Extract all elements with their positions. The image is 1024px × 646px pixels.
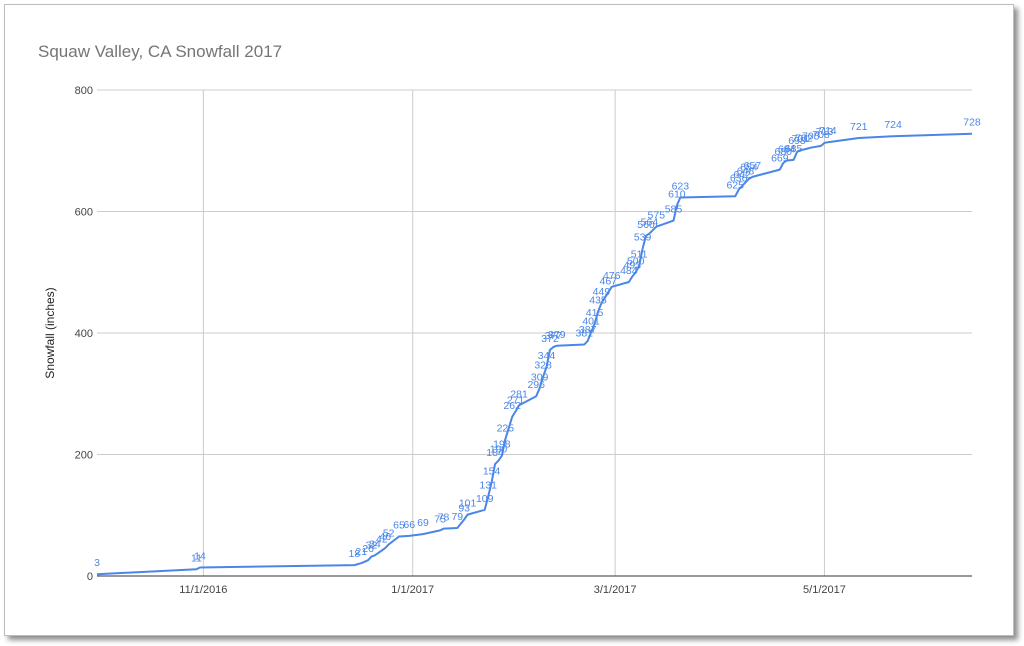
data-label: 415 bbox=[586, 307, 604, 319]
data-label: 225 bbox=[497, 422, 515, 434]
y-tick-label: 600 bbox=[75, 207, 93, 219]
data-label: 401 bbox=[582, 315, 600, 327]
data-label: 648 bbox=[737, 165, 755, 177]
data-label: 65 bbox=[393, 520, 405, 532]
data-label: 32 bbox=[366, 540, 378, 552]
data-label: 14 bbox=[194, 550, 206, 562]
x-tick-label: 1/1/2017 bbox=[391, 584, 434, 596]
data-label: 344 bbox=[538, 350, 556, 362]
gridlines bbox=[97, 89, 972, 576]
data-label: 387 bbox=[579, 324, 597, 336]
data-label: 728 bbox=[963, 117, 981, 129]
data-label: 721 bbox=[850, 121, 868, 133]
y-tick-label: 400 bbox=[75, 328, 93, 340]
data-label: 78 bbox=[438, 512, 450, 524]
data-label: 539 bbox=[634, 232, 652, 244]
data-label: 493 bbox=[624, 260, 642, 272]
data-label: 669 bbox=[771, 153, 789, 165]
data-label: 684 bbox=[778, 143, 796, 155]
data-label: 18 bbox=[349, 548, 361, 560]
data-label: 585 bbox=[665, 204, 683, 216]
data-label: 281 bbox=[510, 388, 528, 400]
data-label: 642 bbox=[733, 169, 751, 181]
data-label: 713 bbox=[816, 126, 834, 138]
data-label: 702 bbox=[795, 133, 813, 145]
data-label: 3 bbox=[94, 557, 100, 569]
data-label: 654 bbox=[740, 162, 758, 174]
data-label: 131 bbox=[479, 479, 497, 491]
data-label: 309 bbox=[531, 371, 549, 383]
data-label: 467 bbox=[600, 275, 618, 287]
data-label: 93 bbox=[458, 503, 470, 515]
data-label: 184 bbox=[486, 447, 504, 459]
data-label: 101 bbox=[459, 498, 477, 510]
data-label: 34 bbox=[369, 538, 381, 550]
y-tick-label: 200 bbox=[75, 450, 93, 462]
data-label: 377 bbox=[545, 330, 563, 342]
data-label: 296 bbox=[527, 379, 545, 391]
x-tick-label: 11/1/2016 bbox=[179, 584, 227, 596]
data-label: 564 bbox=[641, 216, 659, 228]
data-label: 11 bbox=[191, 552, 202, 564]
data-label: 66 bbox=[403, 519, 415, 531]
data-label: 372 bbox=[541, 333, 559, 345]
data-label: 708 bbox=[812, 129, 830, 141]
data-label: 636 bbox=[730, 173, 748, 185]
data-label: 198 bbox=[493, 439, 511, 451]
data-label: 484 bbox=[620, 265, 638, 277]
series-layer bbox=[96, 132, 973, 576]
data-label: 625 bbox=[726, 179, 744, 191]
data-label: 610 bbox=[668, 188, 686, 200]
data-label: 575 bbox=[648, 210, 666, 222]
data-label: 154 bbox=[483, 465, 501, 477]
data-label: 560 bbox=[637, 219, 655, 231]
y-axis-label: Snowfall (inches) bbox=[43, 287, 57, 378]
data-label: 42 bbox=[376, 533, 388, 545]
series-line bbox=[96, 132, 973, 576]
data-label: 449 bbox=[593, 286, 611, 298]
data-label: 701 bbox=[792, 133, 810, 145]
data-label: 109 bbox=[476, 493, 494, 505]
data-label: 511 bbox=[631, 249, 648, 261]
data-label: 698 bbox=[788, 135, 806, 147]
data-label: 724 bbox=[884, 119, 902, 131]
data-label: 75 bbox=[434, 513, 446, 525]
data-label: 685 bbox=[785, 143, 803, 155]
data-label: 657 bbox=[744, 160, 762, 172]
data-label: 500 bbox=[627, 255, 645, 267]
axes: 0 200 400 600 800 11/1/2016 1/1/2017 3/1/2017 5/… bbox=[75, 85, 972, 596]
chart-title: Squaw Valley, CA Snowfall 2017 bbox=[38, 42, 283, 61]
data-label: 262 bbox=[503, 400, 521, 412]
x-tick-label: 3/1/2017 bbox=[594, 584, 637, 596]
data-label: 705 bbox=[802, 131, 820, 143]
data-label: 69 bbox=[417, 517, 429, 529]
data-label: 680 bbox=[775, 146, 793, 158]
data-label: 623 bbox=[672, 181, 690, 193]
data-label: 52 bbox=[383, 527, 395, 539]
data-label: 26 bbox=[362, 543, 374, 555]
x-tick-label: 5/1/2017 bbox=[803, 584, 846, 596]
data-label: 79 bbox=[451, 511, 463, 523]
data-label: 271 bbox=[507, 394, 525, 406]
data-label: 21 bbox=[355, 546, 367, 558]
y-tick-label: 800 bbox=[75, 85, 93, 97]
data-label: 714 bbox=[819, 125, 837, 137]
data-label: 46 bbox=[379, 531, 391, 543]
data-label: 381 bbox=[575, 328, 593, 340]
y-tick-label: 0 bbox=[87, 571, 93, 583]
data-label: 435 bbox=[589, 295, 607, 307]
data-label: 328 bbox=[534, 360, 552, 372]
data-label: 190 bbox=[490, 444, 508, 456]
chart-frame bbox=[4, 4, 1014, 636]
data-label: 379 bbox=[548, 329, 566, 341]
data-label: 476 bbox=[603, 270, 621, 282]
